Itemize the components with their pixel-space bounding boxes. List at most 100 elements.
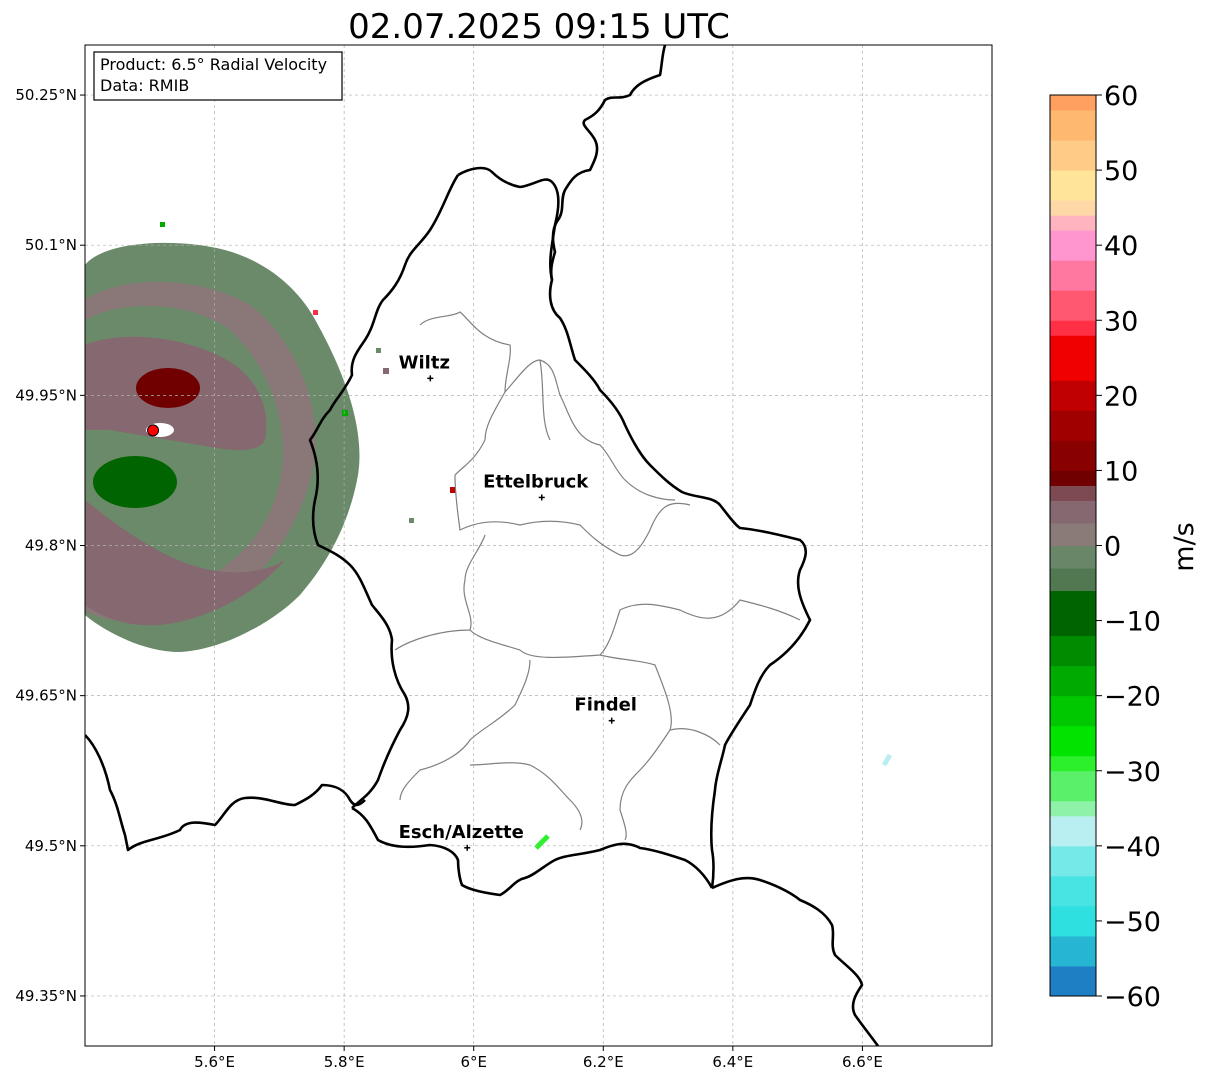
colorbar-tick-label: 10 — [1104, 456, 1138, 487]
city-label: Wiltz — [399, 352, 450, 373]
echo-dark-red-core — [136, 368, 200, 408]
boundary-center — [454, 474, 691, 557]
echo-speck — [160, 222, 165, 227]
echo-cyan-streak — [881, 753, 893, 767]
colorbar-band — [1050, 815, 1096, 847]
echo-speck — [409, 518, 414, 523]
colorbar-band — [1050, 335, 1096, 381]
colorbar-unit-label: m/s — [1169, 522, 1200, 571]
border-france-luxembourg — [351, 806, 714, 897]
colorbar-band — [1050, 725, 1096, 757]
colorbar-tick-label: −30 — [1104, 757, 1161, 788]
colorbar-band — [1050, 230, 1096, 261]
tick-label-lat: 50.25°N — [15, 86, 77, 104]
national-borders — [85, 45, 880, 1046]
colorbar-band — [1050, 260, 1096, 291]
city-esch-alzette[interactable]: Esch/Alzette — [399, 822, 524, 851]
colorbar-band — [1050, 800, 1096, 817]
border-belgium-germany — [549, 45, 667, 281]
radar-echo-field — [85, 222, 893, 850]
echo-speck — [342, 410, 348, 416]
boundary-south-east — [599, 654, 672, 841]
tick-label-lat: 49.8°N — [25, 537, 77, 555]
boundary-south-west — [399, 659, 531, 801]
colorbar-band — [1050, 770, 1096, 802]
colorbar-band — [1050, 568, 1096, 592]
longitude-ticks: 5.6°E 5.8°E 6°E 6.2°E 6.4°E 6.6°E — [194, 1046, 883, 1071]
colorbar-tick-label: 20 — [1104, 381, 1138, 412]
map-panel[interactable]: Wiltz Ettelbruck Findel Esch/Alzette Produc… — [84, 44, 993, 1047]
colorbar-band — [1050, 590, 1096, 637]
border-belgium-luxembourg — [308, 174, 460, 809]
colorbar-tick-label: −10 — [1104, 607, 1161, 638]
tick-label-lon: 6°E — [460, 1053, 487, 1071]
city-label: Ettelbruck — [483, 471, 589, 492]
tick-label-lat: 49.5°N — [25, 837, 77, 855]
colorbar-band — [1050, 170, 1096, 201]
echo-receding-south — [85, 500, 285, 626]
colorbar-band — [1050, 320, 1096, 336]
border-germany — [457, 166, 812, 889]
colorbar-tick-label: 30 — [1104, 306, 1138, 337]
colorbar-band — [1050, 290, 1096, 321]
colorbar-tick-label: 50 — [1104, 156, 1138, 187]
info-box-frame — [93, 51, 343, 101]
colorbar-band — [1050, 905, 1096, 937]
colorbar-ticks: 60 50 40 30 20 10 0 −10 −20 −30 −40 −50 −60 — [1096, 81, 1161, 1013]
colorbar-band — [1050, 485, 1096, 501]
colorbar-tick-label: −60 — [1104, 982, 1161, 1013]
colorbar-band — [1050, 140, 1096, 171]
tick-label-lat: 49.35°N — [15, 987, 77, 1005]
colorbar-band — [1050, 110, 1096, 141]
canton-boundaries — [394, 311, 801, 841]
colorbar-band — [1050, 635, 1096, 667]
colorbar-band — [1050, 470, 1096, 486]
tick-label-lon: 5.8°E — [324, 1053, 365, 1071]
colorbar: 60 50 40 30 20 10 0 −10 −20 −30 −40 −50 −60 m/s — [1049, 81, 1200, 1013]
colorbar-band — [1050, 965, 1096, 997]
colorbar-tick-label: −20 — [1104, 682, 1161, 713]
boundary-east-south — [669, 728, 721, 746]
latitude-ticks: 50.25°N 50.1°N 49.95°N 49.8°N 49.65°N 49.5°N 4… — [15, 86, 85, 1005]
tick-label-lat: 49.95°N — [15, 386, 77, 404]
radar-site-marker[interactable] — [147, 424, 160, 437]
border-belgium-france — [85, 734, 366, 852]
info-product: Product: 6.5° Radial Velocity — [100, 55, 327, 74]
colorbar-tick-label: −50 — [1104, 907, 1161, 938]
colorbar-band — [1050, 410, 1096, 441]
echo-speck — [313, 310, 318, 315]
colorbar-band — [1050, 215, 1096, 231]
echo-speck — [383, 368, 389, 374]
echo-dark-green-core — [93, 456, 177, 508]
colorbar-band — [1050, 500, 1096, 524]
colorbar-band — [1050, 440, 1096, 471]
colorbar-band — [1050, 200, 1096, 216]
boundary-south — [469, 762, 583, 831]
colorbar-tick-label: 0 — [1104, 532, 1121, 563]
info-source: Data: RMIB — [100, 76, 189, 95]
colorbar-bands — [1050, 95, 1096, 997]
figure-title: 02.07.2025 09:15 UTC — [348, 7, 730, 47]
tick-label-lon: 6.6°E — [842, 1053, 883, 1071]
city-ettelbruck[interactable]: Ettelbruck — [483, 471, 589, 501]
boundary-wiltz — [419, 311, 511, 476]
colorbar-band — [1050, 522, 1096, 546]
boundary-inner-north — [539, 359, 551, 441]
tick-label-lon: 6.4°E — [712, 1053, 753, 1071]
colorbar-band — [1050, 665, 1096, 697]
border-france-germany — [711, 876, 880, 1046]
colorbar-tick-label: 60 — [1104, 81, 1138, 112]
colorbar-band — [1050, 95, 1096, 111]
colorbar-band — [1050, 845, 1096, 877]
boundary-north-east — [504, 359, 676, 501]
city-markers: Wiltz Ettelbruck Findel Esch/Alzette — [399, 352, 637, 851]
colorbar-band — [1050, 380, 1096, 411]
tick-label-lat: 49.65°N — [15, 687, 77, 705]
city-wiltz[interactable]: Wiltz — [399, 352, 450, 382]
echo-speck — [376, 348, 381, 353]
colorbar-band — [1050, 935, 1096, 967]
colorbar-band — [1050, 875, 1096, 907]
tick-label-lon: 5.6°E — [194, 1053, 235, 1071]
city-findel[interactable]: Findel — [574, 695, 637, 724]
